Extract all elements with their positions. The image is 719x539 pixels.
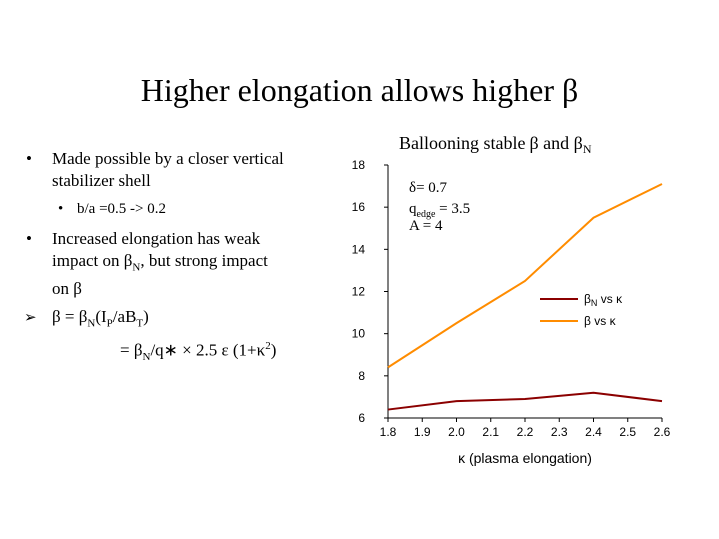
chart-container: Ballooning stable β and βN 6 8 10 12 14 16 18 1.… (320, 125, 715, 475)
y-tick-label: 8 (358, 369, 365, 383)
subscript: N (132, 261, 141, 274)
arrow-bullet-item: ➢ β = βN(IP/aBT) = βN/q∗ × 2.5 ε (1+κ2) (22, 306, 332, 367)
text-run: impact on β (52, 251, 133, 270)
text-run: ) (270, 340, 277, 360)
x-tick-label: 2.4 (585, 425, 602, 439)
y-tick-label: 14 (352, 242, 366, 256)
text-run: /q∗ × 2.5 ε (1+κ (150, 340, 266, 360)
x-tick-label: 2.3 (551, 425, 568, 439)
subscript: P (106, 317, 113, 330)
text-run: /aB (112, 307, 137, 327)
bullet-text: stabilizer shell (52, 171, 151, 190)
arrow-bullet-icon: ➢ (24, 308, 37, 327)
slide-title: Higher elongation allows higher β (140, 72, 579, 108)
chart-axes: 6 8 10 12 14 16 18 1.8 1.9 2.0 2.1 2.2 2.3 2.4 2.5 2.6 (352, 158, 671, 439)
chart-title: Ballooning stable β and βN (399, 133, 592, 156)
bullet-text: b/a =0.5 -> 0.2 (77, 201, 166, 217)
x-tick-label: 1.8 (380, 425, 397, 439)
bullet-item: • Made possible by a closer vertical sta… (22, 148, 332, 192)
subscript: N (87, 317, 96, 330)
bullet-text: Increased elongation has weak (52, 229, 261, 248)
series-line (387, 183, 663, 369)
legend-box (534, 285, 638, 331)
annotation-delta: δ= 0.7 (409, 180, 448, 196)
legend-label: βN vs κ (584, 292, 623, 308)
superscript: 2 (265, 339, 271, 352)
bullet-text: impact on βN, but strong impact (52, 250, 332, 278)
bullet-item: • Increased elongation has weak impact o… (22, 228, 332, 300)
chart-annotation: δ= 0.7 qedge = 3.5 A = 4 (409, 180, 470, 234)
text-run: ) (143, 307, 149, 327)
bullet-mark: • (26, 229, 32, 248)
x-tick-label: 2.0 (448, 425, 465, 439)
sub-bullet-item: • b/a =0.5 -> 0.2 (22, 198, 332, 220)
bullet-mark: • (58, 201, 64, 217)
bullet-mark: • (26, 149, 32, 168)
x-axis-label: κ (plasma elongation) (458, 450, 592, 466)
text-run: β = β (52, 307, 88, 327)
y-tick-label: 10 (352, 327, 366, 341)
bullet-text: Made possible by a closer vertical (52, 149, 284, 168)
x-tick-label: 2.6 (654, 425, 671, 439)
y-tick-label: 12 (352, 285, 366, 299)
line-chart: Ballooning stable β and βN 6 8 10 12 14 16 18 1.… (352, 133, 671, 466)
x-tick-label: 2.1 (482, 425, 499, 439)
y-tick-label: 6 (358, 411, 365, 425)
y-tick-label: 16 (352, 200, 366, 214)
x-tick-label: 2.2 (517, 425, 534, 439)
equation-line: = βN/q∗ × 2.5 ε (1+κ2) (52, 335, 332, 368)
legend-label: β vs κ (584, 314, 617, 328)
text-run: , but strong impact (140, 251, 268, 270)
chart-series (387, 183, 663, 411)
x-tick-label: 2.5 (619, 425, 636, 439)
subscript: N (142, 350, 151, 363)
y-tick-label: 18 (352, 158, 366, 172)
bullet-text: on β (52, 279, 82, 299)
annotation-q: qedge = 3.5 (409, 201, 470, 220)
bullet-list: • Made possible by a closer vertical sta… (22, 148, 332, 368)
subscript: T (136, 317, 144, 330)
chart-legend: βN vs κ β vs κ (534, 285, 638, 331)
text-run: = β (120, 340, 143, 360)
text-run: (I (95, 307, 107, 327)
equation-line: β = βN(IP/aBT) (52, 306, 332, 334)
series-line (387, 391, 663, 411)
annotation-A: A = 4 (409, 218, 443, 234)
x-tick-label: 1.9 (414, 425, 431, 439)
